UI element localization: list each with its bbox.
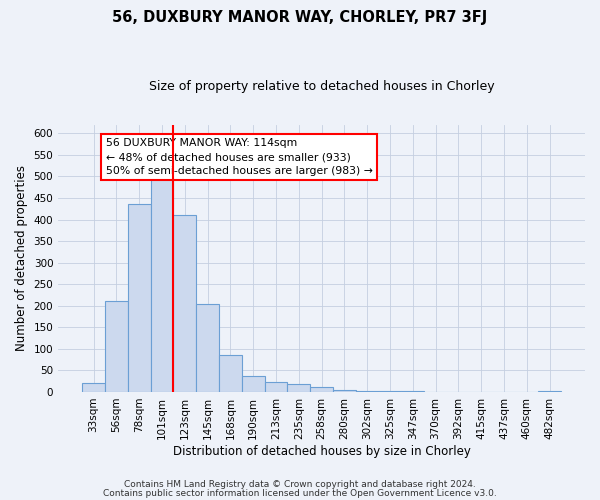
Bar [538,391,561,392]
Bar [82,384,105,392]
Bar [379,391,401,392]
Bar [401,391,424,392]
Text: 56 DUXBURY MANOR WAY: 114sqm
← 48% of detached houses are smaller (933)
50% of s: 56 DUXBURY MANOR WAY: 114sqm ← 48% of de… [106,138,373,176]
Title: Size of property relative to detached houses in Chorley: Size of property relative to detached ho… [149,80,494,93]
Text: Contains public sector information licensed under the Open Government Licence v3: Contains public sector information licen… [103,488,497,498]
Bar [242,376,265,392]
Bar [196,304,219,392]
Text: Contains HM Land Registry data © Crown copyright and database right 2024.: Contains HM Land Registry data © Crown c… [124,480,476,489]
Bar [151,176,173,392]
Y-axis label: Number of detached properties: Number of detached properties [15,166,28,352]
Bar [173,215,196,392]
Bar [265,382,287,392]
Bar [310,387,333,392]
Bar [356,390,379,392]
Text: 56, DUXBURY MANOR WAY, CHORLEY, PR7 3FJ: 56, DUXBURY MANOR WAY, CHORLEY, PR7 3FJ [112,10,488,25]
Bar [128,204,151,392]
Bar [105,300,128,392]
Bar [219,356,242,392]
Bar [287,384,310,392]
Bar [333,390,356,392]
X-axis label: Distribution of detached houses by size in Chorley: Distribution of detached houses by size … [173,444,470,458]
